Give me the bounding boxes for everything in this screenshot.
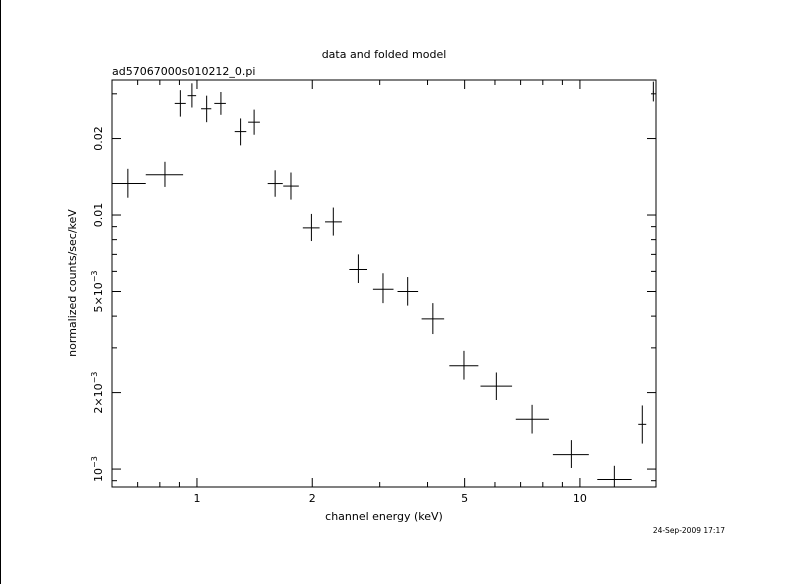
x-tick-label: 2 — [309, 492, 316, 505]
y-tick-label: 10−3 — [90, 456, 105, 482]
data-point — [214, 91, 226, 115]
data-point — [449, 350, 479, 380]
data-point — [112, 168, 146, 198]
data-point — [145, 161, 184, 187]
y-axis-label: normalized counts/sec/keV — [66, 209, 79, 357]
data-point — [187, 83, 197, 108]
data-point — [552, 440, 589, 468]
data-point — [397, 277, 419, 306]
data-point — [372, 273, 394, 304]
data-point — [652, 81, 654, 102]
data-point — [234, 118, 247, 146]
plot-frame — [111, 79, 657, 488]
data-point — [638, 405, 647, 444]
x-axis-label: channel energy (keV) — [325, 510, 443, 523]
window-left-edge — [0, 0, 1, 584]
data-point — [302, 213, 320, 242]
data-point — [515, 404, 549, 434]
chart-subtitle: ad57067000s010212_0.pi — [112, 65, 255, 78]
data-point — [248, 109, 260, 135]
data-point — [421, 303, 445, 335]
x-tick-label: 5 — [461, 492, 468, 505]
data-point — [325, 207, 342, 236]
data-point — [174, 90, 186, 117]
y-axis-ticks: 10−3 2×10−3 5×10−3 0.01 0.02 — [90, 93, 656, 482]
x-axis-ticks: 1 2 5 10 — [111, 80, 587, 505]
x-tick-label: 1 — [193, 492, 200, 505]
data-point — [201, 95, 212, 123]
chart-title: data and folded model — [322, 48, 447, 61]
data-point — [597, 465, 632, 487]
timestamp: 24-Sep-2009 17:17 — [653, 526, 725, 535]
y-tick-label: 0.01 — [92, 203, 105, 228]
data-point — [267, 170, 283, 197]
y-tick-label: 5×10−3 — [90, 270, 105, 312]
y-tick-label: 0.02 — [92, 126, 105, 151]
data-point — [283, 172, 299, 200]
data-point — [480, 372, 513, 401]
data-point — [349, 254, 368, 284]
y-tick-label: 2×10−3 — [90, 372, 105, 414]
data-points — [112, 81, 654, 487]
x-tick-label: 10 — [573, 492, 587, 505]
